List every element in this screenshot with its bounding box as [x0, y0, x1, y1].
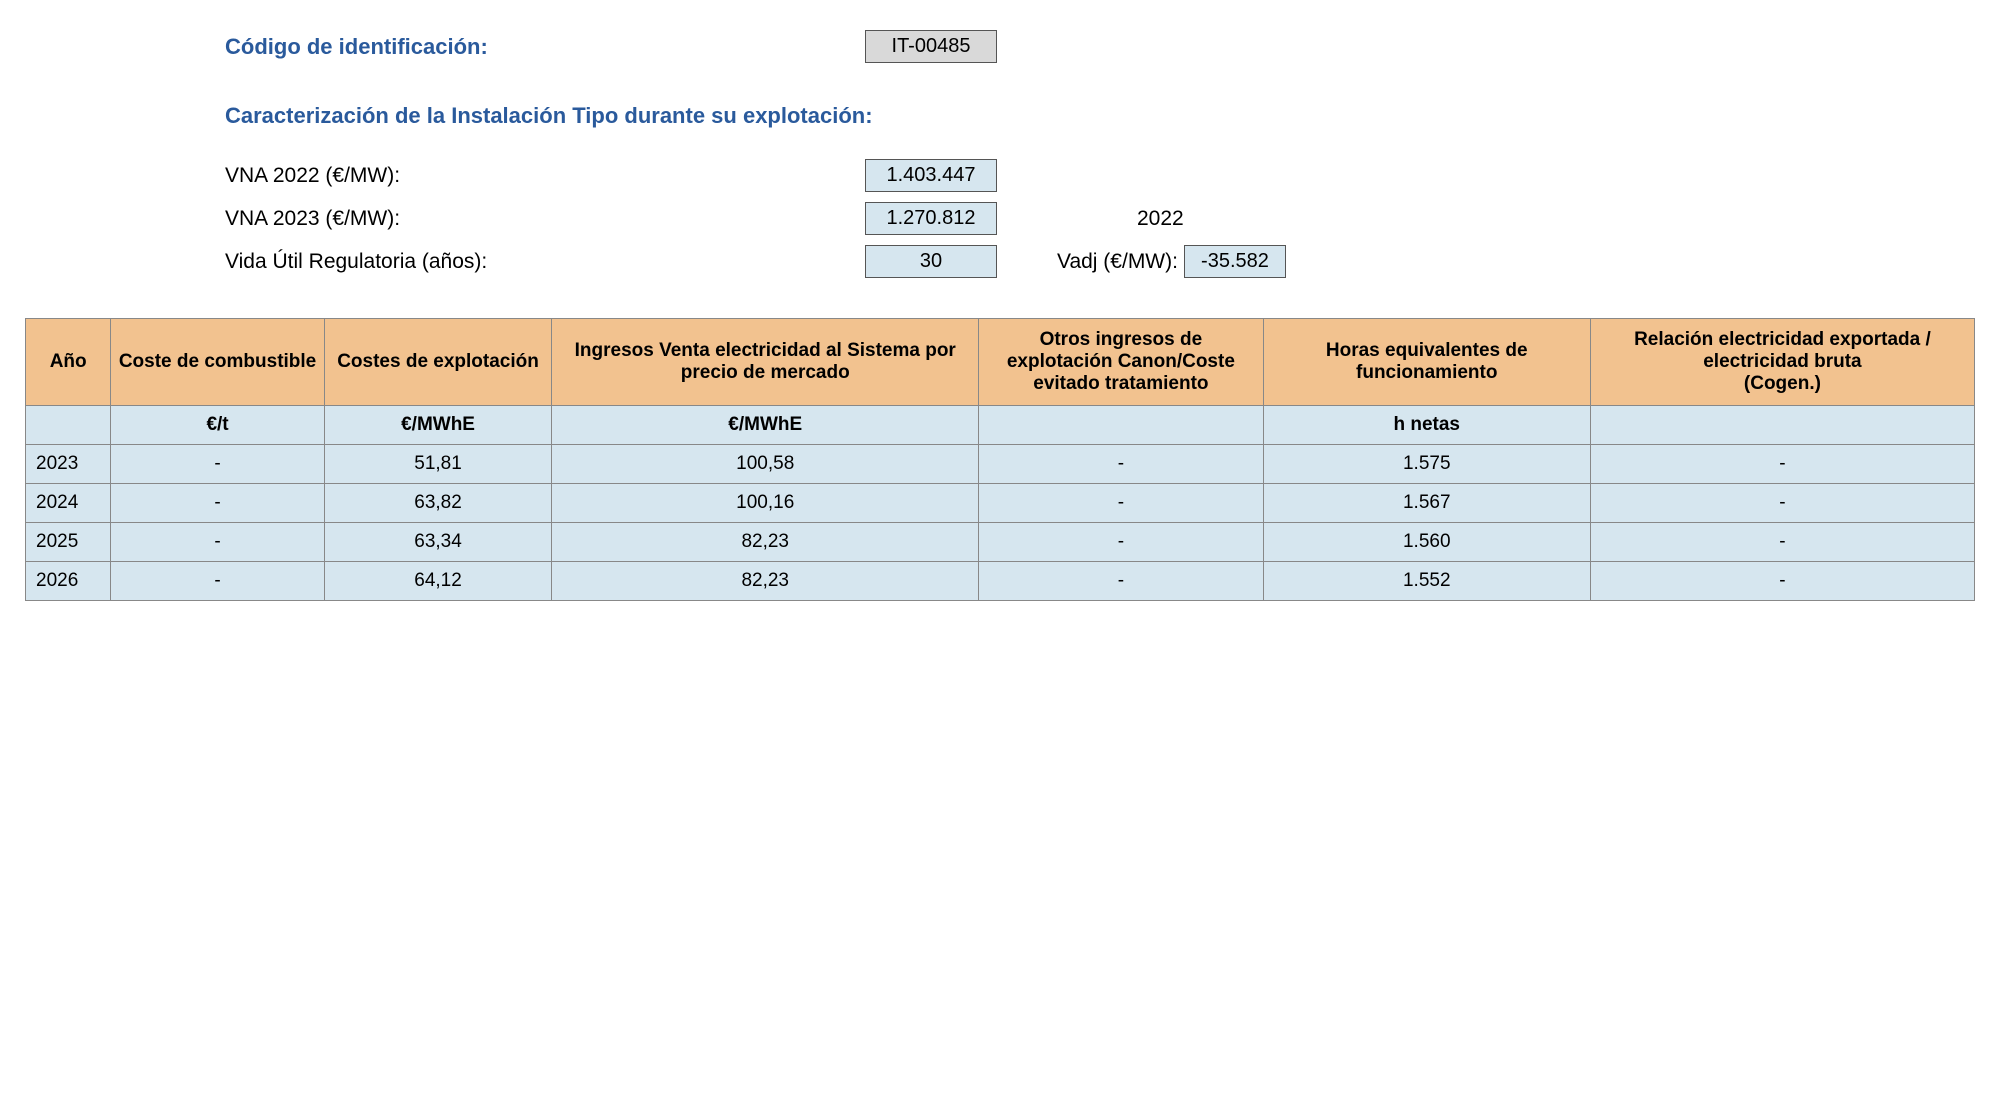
- table-cell: 82,23: [552, 523, 979, 562]
- section-title: Caracterización de la Instalación Tipo d…: [225, 103, 1975, 129]
- table-unit-cell: [26, 406, 111, 445]
- table-cell: -: [111, 445, 324, 484]
- vadj-value: -35.582: [1184, 245, 1286, 278]
- table-cell: 100,16: [552, 484, 979, 523]
- table-col-header: Coste de combustible: [111, 319, 324, 406]
- table-cell: 51,81: [324, 445, 552, 484]
- vna2022-label: VNA 2022 (€/MW):: [225, 164, 865, 188]
- table-cell: 1.560: [1263, 523, 1590, 562]
- table-cell: 1.552: [1263, 562, 1590, 601]
- id-value: IT-00485: [865, 30, 997, 63]
- table-cell: -: [979, 523, 1264, 562]
- table-row: 2025-63,3482,23-1.560-: [26, 523, 1975, 562]
- table-cell: 2026: [26, 562, 111, 601]
- table-col-header: Otros ingresos de explotación Canon/Cost…: [979, 319, 1264, 406]
- data-table: AñoCoste de combustibleCostes de explota…: [25, 318, 1975, 601]
- table-unit-cell: [979, 406, 1264, 445]
- table-row: 2023-51,81100,58-1.575-: [26, 445, 1975, 484]
- table-row: 2026-64,1282,23-1.552-: [26, 562, 1975, 601]
- table-cell: -: [979, 445, 1264, 484]
- id-label: Código de identificación:: [225, 34, 865, 60]
- table-cell: -: [111, 523, 324, 562]
- table-unit-cell: [1590, 406, 1974, 445]
- table-cell: 1.575: [1263, 445, 1590, 484]
- header-block: Código de identificación: IT-00485 Carac…: [225, 30, 1975, 278]
- vadj-label: Vadj (€/MW):: [1057, 250, 1178, 274]
- table-unit-cell: €/t: [111, 406, 324, 445]
- table-col-header: Costes de explotación: [324, 319, 552, 406]
- vna2023-label: VNA 2023 (€/MW):: [225, 207, 865, 231]
- table-cell: 1.567: [1263, 484, 1590, 523]
- table-unit-cell: h netas: [1263, 406, 1590, 445]
- table-cell: 63,82: [324, 484, 552, 523]
- table-header-row: AñoCoste de combustibleCostes de explota…: [26, 319, 1975, 406]
- table-cell: -: [1590, 562, 1974, 601]
- table-cell: -: [111, 562, 324, 601]
- table-col-header: Ingresos Venta electricidad al Sistema p…: [552, 319, 979, 406]
- table-cell: -: [1590, 523, 1974, 562]
- table-col-header: Relación electricidad exportada / electr…: [1590, 319, 1974, 406]
- vna2023-value: 1.270.812: [865, 202, 997, 235]
- table-cell: 64,12: [324, 562, 552, 601]
- table-cell: -: [979, 562, 1264, 601]
- table-cell: 2024: [26, 484, 111, 523]
- table-cell: 2025: [26, 523, 111, 562]
- table-cell: 100,58: [552, 445, 979, 484]
- year-ref: 2022: [1137, 207, 1184, 231]
- table-cell: -: [111, 484, 324, 523]
- table-cell: -: [1590, 445, 1974, 484]
- table-unit-cell: €/MWhE: [552, 406, 979, 445]
- table-cell: 82,23: [552, 562, 979, 601]
- table-unit-cell: €/MWhE: [324, 406, 552, 445]
- vida-value: 30: [865, 245, 997, 278]
- table-cell: -: [979, 484, 1264, 523]
- table-col-header: Horas equivalentes de funcionamiento: [1263, 319, 1590, 406]
- table-cell: 63,34: [324, 523, 552, 562]
- table-col-header: Año: [26, 319, 111, 406]
- table-units-row: €/t€/MWhE€/MWhEh netas: [26, 406, 1975, 445]
- vida-label: Vida Útil Regulatoria (años):: [225, 250, 865, 274]
- table-cell: -: [1590, 484, 1974, 523]
- vna2022-value: 1.403.447: [865, 159, 997, 192]
- table-row: 2024-63,82100,16-1.567-: [26, 484, 1975, 523]
- table-cell: 2023: [26, 445, 111, 484]
